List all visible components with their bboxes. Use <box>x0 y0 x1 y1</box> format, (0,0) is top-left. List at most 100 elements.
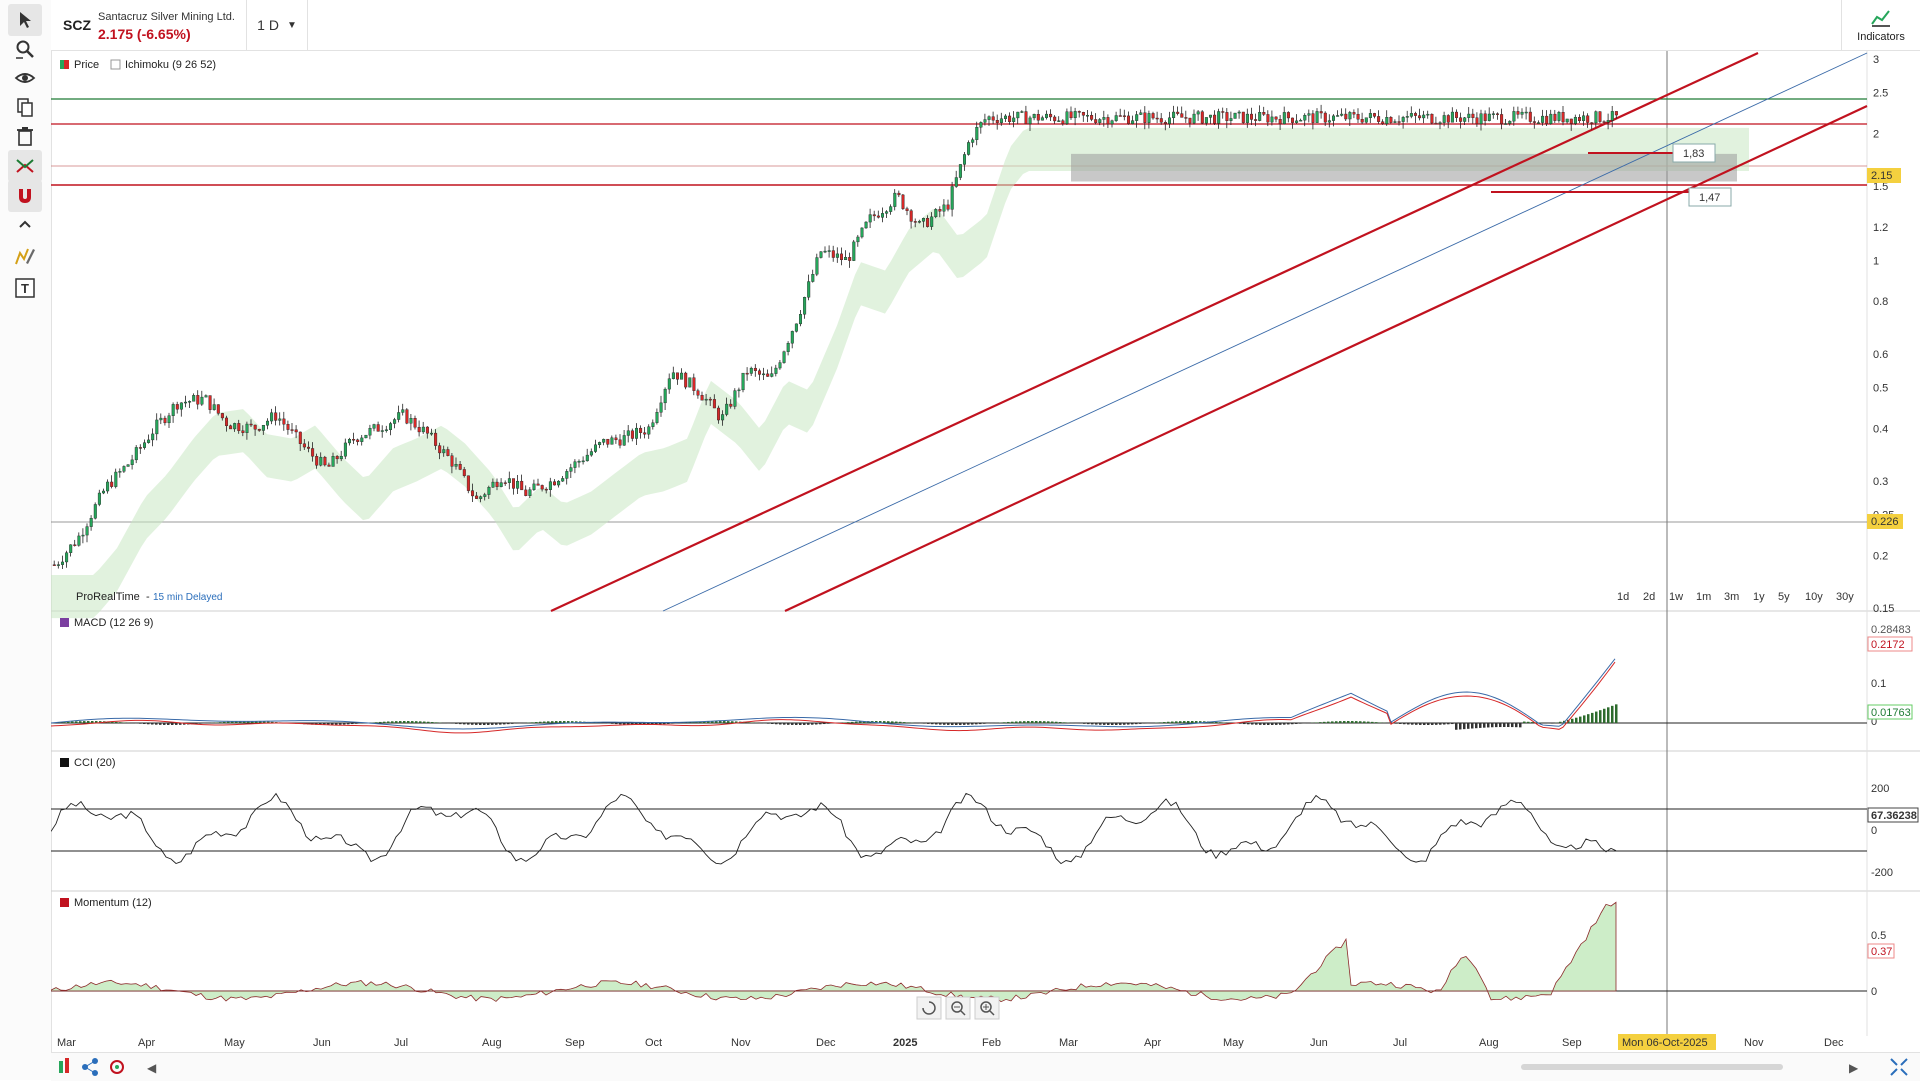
macd-hist-bar <box>539 722 542 723</box>
candle <box>578 461 581 462</box>
candle <box>738 390 741 391</box>
collapse-icon[interactable] <box>8 214 42 234</box>
macd-hist-bar <box>1015 721 1018 723</box>
candle <box>393 420 396 424</box>
channel-lower[interactable] <box>785 106 1867 611</box>
candle <box>160 418 163 420</box>
scrollbar[interactable] <box>1521 1064 1783 1070</box>
candle <box>299 432 302 444</box>
timeframe-3m[interactable]: 3m <box>1724 591 1739 603</box>
timeframe-10y[interactable]: 10y <box>1805 591 1823 603</box>
candle <box>1258 112 1261 120</box>
candle <box>721 415 724 421</box>
price-pane[interactable] <box>51 53 1867 618</box>
timeframe-1w[interactable]: 1w <box>1669 591 1683 603</box>
watchlist-icon[interactable] <box>59 1058 69 1073</box>
timeframe-1y[interactable]: 1y <box>1753 591 1765 603</box>
price-legend[interactable]: Price <box>74 59 99 71</box>
macd-hist-bar <box>803 723 806 725</box>
candle <box>1058 121 1061 122</box>
scroll-left-icon[interactable]: ◀ <box>147 1061 157 1075</box>
chart-area[interactable]: Price Ichimoku (9 26 52) ProRealTime - 1… <box>51 51 1920 1052</box>
candle <box>1074 111 1077 117</box>
candle <box>1562 112 1565 122</box>
settings-icon[interactable] <box>111 1061 123 1073</box>
candle <box>184 402 187 403</box>
cursor-icon[interactable] <box>8 4 42 36</box>
candle <box>619 440 622 445</box>
candle <box>885 212 888 214</box>
zoom-in-icon[interactable] <box>975 997 999 1019</box>
macd-hist-bar <box>1587 714 1590 723</box>
candle <box>147 440 150 443</box>
timeframe-select[interactable]: 1 D▼ <box>246 0 308 50</box>
candle <box>57 565 60 566</box>
macd-hist-bar <box>223 722 226 723</box>
candle <box>623 435 626 445</box>
candle <box>361 438 364 442</box>
candle <box>110 482 113 487</box>
candle <box>963 154 966 164</box>
macd-hist-bar <box>71 722 74 723</box>
candle <box>898 193 901 195</box>
fullscreen-icon[interactable] <box>1891 1059 1907 1075</box>
macd-hist-bar <box>399 721 402 723</box>
symbol[interactable]: SCZ <box>63 17 91 33</box>
left-toolbar: T <box>0 0 52 1080</box>
ichimoku-legend[interactable]: Ichimoku (9 26 52) <box>125 59 216 71</box>
zoom-out-icon[interactable] <box>946 997 970 1019</box>
share-icon[interactable] <box>82 1058 98 1076</box>
timeframe-5y[interactable]: 5y <box>1778 591 1790 603</box>
candle <box>324 457 327 465</box>
scroll-right-icon[interactable]: ▶ <box>1849 1061 1859 1075</box>
trend-tool-icon[interactable] <box>8 150 42 182</box>
candle <box>1029 118 1032 124</box>
candle <box>385 430 388 431</box>
macd-hist-bar <box>791 723 794 725</box>
candle <box>1599 112 1602 122</box>
macd-hist-bar <box>559 721 562 723</box>
macd-hist-bar <box>971 723 974 725</box>
candle <box>291 430 294 431</box>
macd-hist-bar <box>155 723 158 725</box>
text-tool-icon[interactable]: T <box>8 272 42 304</box>
momentum-legend[interactable]: Momentum (12) <box>74 897 152 909</box>
macd-hist-bar <box>1363 721 1366 723</box>
macd-hist-bar <box>379 722 382 723</box>
macd-hist-bar <box>139 723 142 724</box>
cci-legend-swatch <box>60 758 69 767</box>
candle <box>1533 122 1536 123</box>
candle <box>127 465 130 467</box>
timeframe-30y[interactable]: 30y <box>1836 591 1854 603</box>
cci-legend[interactable]: CCI (20) <box>74 757 116 769</box>
macd-legend[interactable]: MACD (12 26 9) <box>74 617 153 629</box>
macd-hist-bar <box>1575 718 1578 723</box>
candle <box>1340 114 1343 115</box>
candle <box>848 257 851 260</box>
timeframe-1d[interactable]: 1d <box>1617 591 1629 603</box>
candle <box>1304 115 1307 120</box>
cci-tag: 67.36238 <box>1871 810 1917 822</box>
reset-zoom-icon[interactable] <box>917 997 941 1019</box>
copy-icon[interactable] <box>8 91 42 123</box>
magnet-icon[interactable] <box>8 180 42 212</box>
macd-hist-bar <box>1571 719 1574 723</box>
eye-icon[interactable] <box>8 62 42 94</box>
candle <box>254 425 257 429</box>
candle <box>274 413 277 421</box>
timeframe-2d[interactable]: 2d <box>1643 591 1655 603</box>
candle <box>820 252 823 258</box>
indicators-button[interactable]: Indicators <box>1841 0 1920 50</box>
macd-hist-bar <box>503 723 506 724</box>
trash-icon[interactable] <box>8 120 42 152</box>
timeframe-1m[interactable]: 1m <box>1696 591 1711 603</box>
candle <box>1525 112 1528 113</box>
drawing-tools-icon[interactable] <box>8 240 42 272</box>
macd-hist-bar <box>459 723 462 724</box>
zoom-icon[interactable] <box>8 33 42 65</box>
macd-hist-bar <box>1031 721 1034 723</box>
candle <box>824 251 827 252</box>
candle <box>1316 111 1319 122</box>
macd-hist-bar <box>855 722 858 723</box>
candle <box>832 251 835 258</box>
